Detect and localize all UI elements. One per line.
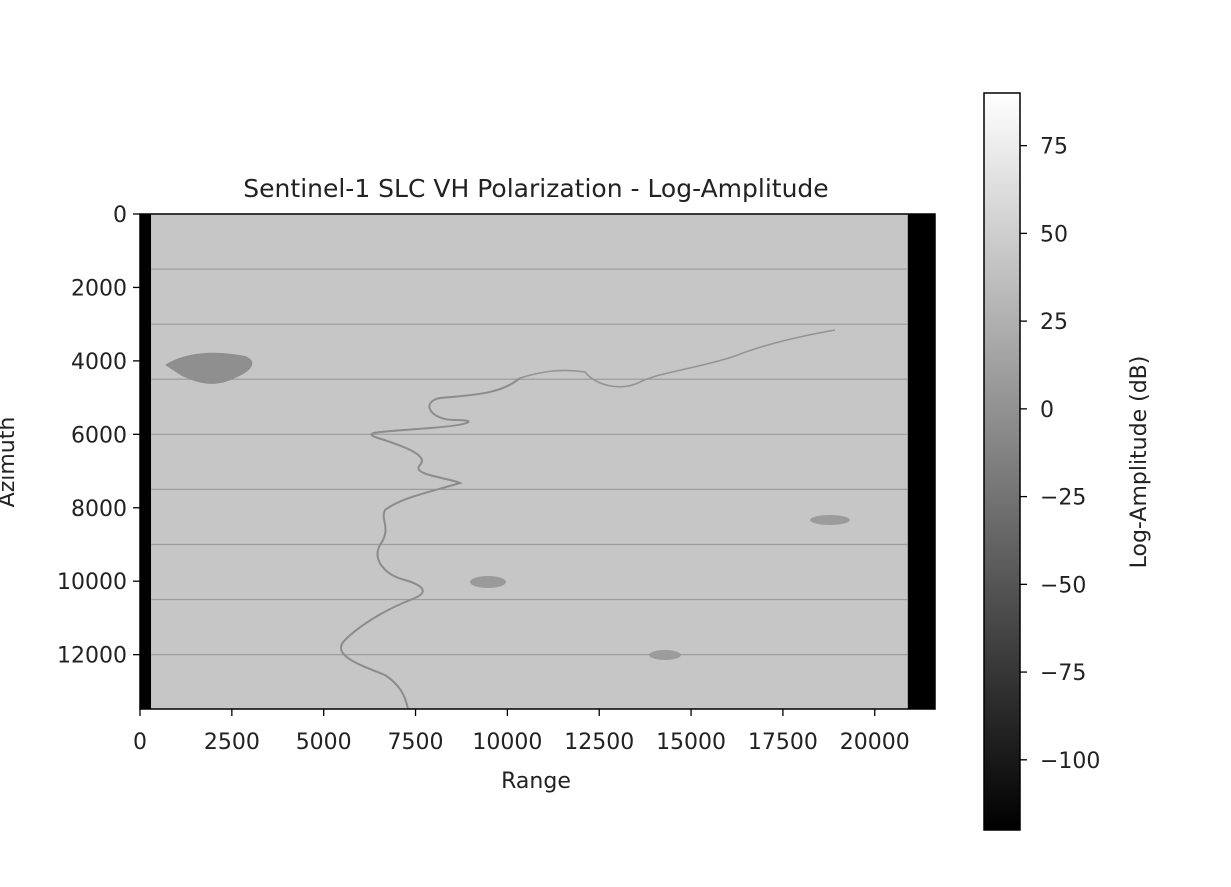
chart-title: Sentinel-1 SLC VH Polarization - Log-Amp… xyxy=(243,174,828,203)
colorbar-tick-label: 75 xyxy=(1040,135,1068,160)
x-tick-label: 12500 xyxy=(564,730,634,755)
lake-feature xyxy=(649,650,681,660)
x-axis-label: Range xyxy=(501,769,571,794)
colorbar-label: Log-Amplitude (dB) xyxy=(1127,356,1152,569)
y-tick-label: 2000 xyxy=(71,276,127,301)
x-axis: 0 2500 5000 7500 10000 12500 15000 17500 20000 xyxy=(133,709,910,755)
plot-frame xyxy=(139,213,936,710)
lake-feature xyxy=(810,515,850,525)
lake-feature xyxy=(165,352,253,384)
colorbar xyxy=(983,92,1021,831)
colorbar-tick-label: −75 xyxy=(1040,661,1086,686)
y-tick-label: 10000 xyxy=(57,570,127,595)
x-tick-label: 17500 xyxy=(748,730,818,755)
y-tick-label: 0 xyxy=(113,203,127,228)
river-branch-feature xyxy=(519,329,836,388)
valid-swath xyxy=(151,214,908,709)
y-tick-label: 8000 xyxy=(71,497,127,522)
y-axis-label: Azimuth xyxy=(0,417,20,508)
colorbar-tick-label: −25 xyxy=(1040,486,1086,511)
colorbar-tick-label: 25 xyxy=(1040,310,1068,335)
x-tick-label: 20000 xyxy=(840,730,910,755)
y-tick-label: 6000 xyxy=(71,423,127,448)
x-tick-label: 5000 xyxy=(296,730,352,755)
colorbar-axis: 75 50 25 0 −25 −50 −75 −100 xyxy=(1020,135,1100,774)
colorbar-tick-label: −50 xyxy=(1040,573,1086,598)
x-tick-label: 7500 xyxy=(388,730,444,755)
colorbar-tick-label: 50 xyxy=(1040,222,1068,247)
y-tick-label: 12000 xyxy=(57,644,127,669)
x-tick-label: 10000 xyxy=(472,730,542,755)
x-tick-label: 0 xyxy=(133,730,147,755)
colorbar-tick-label: 0 xyxy=(1040,398,1054,423)
sar-image xyxy=(140,214,935,709)
lake-feature xyxy=(470,576,506,588)
x-tick-label: 2500 xyxy=(204,730,260,755)
colorbar-tick-label: −100 xyxy=(1040,749,1100,774)
y-axis: 0 2000 4000 6000 8000 10000 12000 xyxy=(57,203,140,669)
x-tick-label: 15000 xyxy=(656,730,726,755)
y-tick-label: 4000 xyxy=(71,350,127,375)
river-feature xyxy=(340,377,521,709)
